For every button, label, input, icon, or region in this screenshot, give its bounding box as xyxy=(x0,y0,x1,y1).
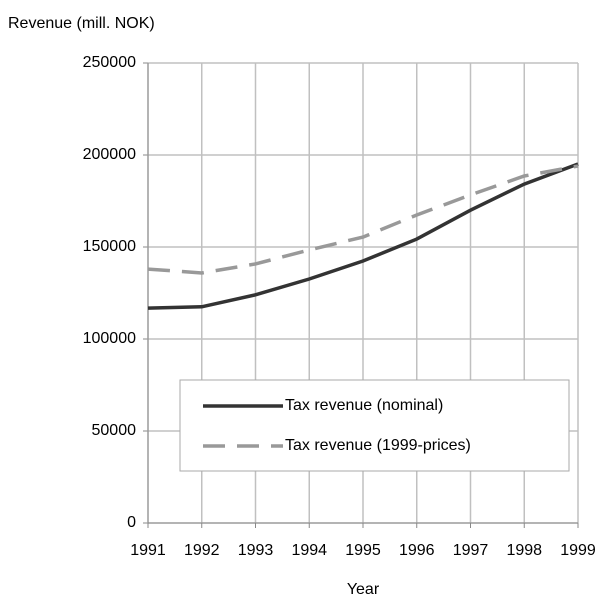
y-tick-label: 250000 xyxy=(83,54,136,71)
y-tick-label: 200000 xyxy=(83,146,136,163)
y-tick-label: 100000 xyxy=(83,330,136,347)
y-tick-label: 50000 xyxy=(92,422,137,439)
x-tick-label: 1996 xyxy=(399,542,435,559)
x-tick-label: 1994 xyxy=(291,542,327,559)
y-axis-label: Revenue (mill. NOK) xyxy=(8,15,155,32)
y-tick-label: 150000 xyxy=(83,238,136,255)
x-tick-label: 1998 xyxy=(506,542,542,559)
legend: Tax revenue (nominal) Tax revenue (1999-p… xyxy=(179,379,570,472)
x-tick-label: 1992 xyxy=(184,542,220,559)
x-tick-label: 1993 xyxy=(238,542,274,559)
legend-label: Tax revenue (nominal) xyxy=(285,397,443,414)
series-line xyxy=(147,164,579,275)
y-tick-label: 0 xyxy=(127,514,136,531)
x-tick-label: 1991 xyxy=(130,542,166,559)
x-tick-label: 1999 xyxy=(560,542,596,559)
legend-label: Tax revenue (1999-prices) xyxy=(285,437,471,454)
x-tick-label: 1995 xyxy=(345,542,381,559)
x-tick-label: 1997 xyxy=(453,542,489,559)
series-line xyxy=(147,162,579,310)
legend-box xyxy=(179,379,570,472)
x-axis-label: Year xyxy=(347,581,380,598)
